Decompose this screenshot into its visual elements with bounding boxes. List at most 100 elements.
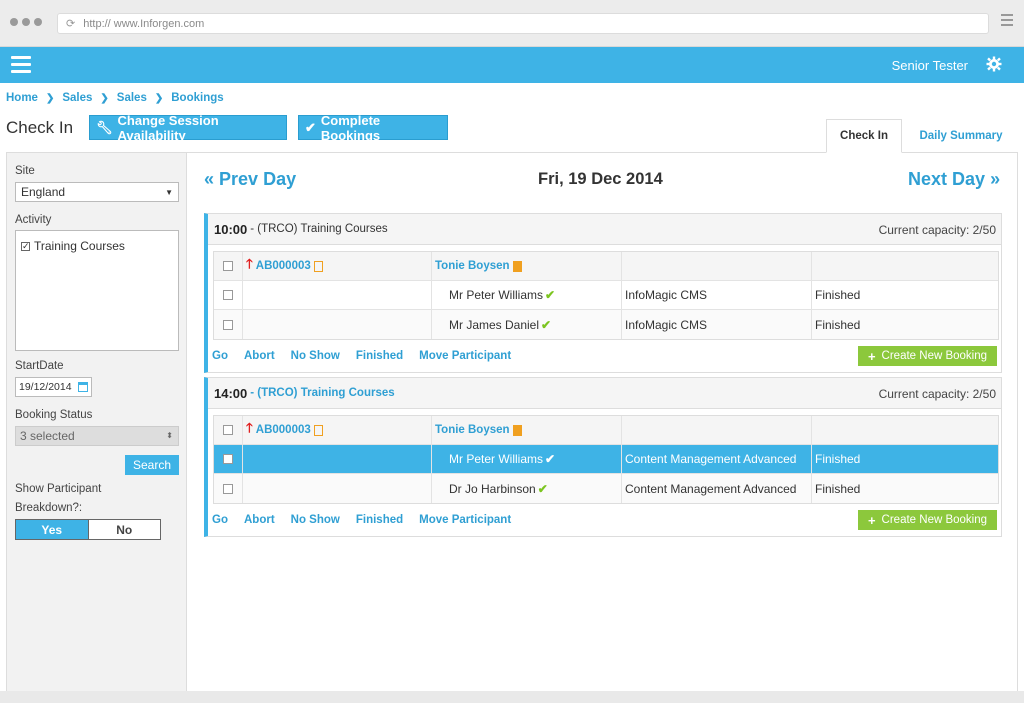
site-select[interactable]: England ▼ xyxy=(15,182,179,202)
table-row[interactable]: Mr James Daniel ✔ InfoMagic CMS Finished xyxy=(214,310,998,339)
move-participant-link[interactable]: Move Participant xyxy=(419,350,512,362)
user-name[interactable]: Senior Tester xyxy=(891,58,968,73)
gear-icon[interactable] xyxy=(986,56,1002,72)
document-outline-icon[interactable] xyxy=(313,260,323,272)
session-capacity: Current capacity: 2/50 xyxy=(878,223,996,237)
breadcrumb-sales[interactable]: Sales xyxy=(62,92,93,104)
course-name: InfoMagic CMS xyxy=(625,288,708,302)
session-description[interactable]: - (TRCO) Training Courses xyxy=(250,387,395,399)
prev-day-link[interactable]: « Prev Day xyxy=(204,169,296,190)
abort-link[interactable]: Abort xyxy=(243,350,275,362)
current-date: Fri, 19 Dec 2014 xyxy=(538,170,663,188)
activity-list[interactable]: ✓ Training Courses xyxy=(15,230,179,351)
complete-bookings-button[interactable]: ✔ Complete Bookings xyxy=(298,112,448,143)
main-frame: Site England ▼ Activity ✓ Training Courses… xyxy=(6,152,1018,692)
calendar-icon[interactable] xyxy=(78,382,88,392)
row-checkbox[interactable] xyxy=(223,261,233,271)
status-text: Finished xyxy=(815,317,861,332)
create-new-booking-label: Create New Booking xyxy=(881,350,988,362)
row-checkbox[interactable] xyxy=(223,454,233,464)
go-link[interactable]: Go xyxy=(212,350,228,362)
booker-link[interactable]: Tonie Boysen xyxy=(435,424,510,436)
create-new-booking-label: Create New Booking xyxy=(881,514,988,526)
session-time: 10:00 xyxy=(214,221,248,237)
move-participant-link[interactable]: Move Participant xyxy=(419,514,512,526)
startdate-label: StartDate xyxy=(15,360,64,372)
filter-sidebar: Site England ▼ Activity ✓ Training Courses… xyxy=(7,153,187,692)
arrow-up-icon: 🡑 xyxy=(246,420,253,435)
no-show-link[interactable]: No Show xyxy=(290,350,340,362)
participant-name: Mr Peter Williams xyxy=(449,288,544,302)
booker-link[interactable]: Tonie Boysen xyxy=(435,260,510,272)
content-area: « Prev Day Fri, 19 Dec 2014 Next Day » 1… xyxy=(188,153,1018,692)
row-checkbox[interactable] xyxy=(223,290,233,300)
tab-daily-summary[interactable]: Daily Summary xyxy=(919,130,1003,142)
hamburger-menu-icon[interactable] xyxy=(11,56,31,74)
finished-link[interactable]: Finished xyxy=(355,350,404,362)
table-row-selected[interactable]: Mr Peter Williams ✔ Content Management Ad… xyxy=(214,445,998,474)
activity-label: Activity xyxy=(15,214,52,226)
row-checkbox[interactable] xyxy=(223,319,233,330)
tab-check-in[interactable]: Check In xyxy=(826,119,902,153)
table-row[interactable]: Dr Jo Harbinson ✔ Content Management Adva… xyxy=(214,474,998,503)
table-row[interactable]: Mr Peter Williams ✔ InfoMagic CMS Finishe… xyxy=(214,281,998,310)
startdate-input[interactable]: 19/12/2014 xyxy=(15,377,92,397)
activity-item[interactable]: ✓ Training Courses xyxy=(21,239,173,253)
document-icon[interactable] xyxy=(512,260,522,272)
breadcrumb-sales-2[interactable]: Sales xyxy=(116,92,147,104)
check-icon: ✔ xyxy=(305,119,316,135)
toggle-yes[interactable]: Yes xyxy=(16,520,88,539)
plus-icon: + xyxy=(867,348,876,364)
session-header: 14:00 - (TRCO) Training Courses Current … xyxy=(208,378,1001,409)
reload-icon[interactable]: ⟳ xyxy=(66,18,76,30)
breadcrumb-bookings[interactable]: Bookings xyxy=(171,92,224,104)
next-day-link[interactable]: Next Day » xyxy=(908,169,1000,190)
window-bottom-edge xyxy=(0,691,1024,703)
row-checkbox[interactable] xyxy=(223,425,233,435)
site-label: Site xyxy=(15,165,35,177)
session-actions: Go Abort No Show Finished Move Participa… xyxy=(208,340,1001,372)
complete-bookings-label: Complete Bookings xyxy=(320,112,381,143)
booking-ref-link[interactable]: AB000003 xyxy=(255,424,311,436)
status-text: Finished xyxy=(815,452,861,466)
change-session-availability-button[interactable]: 🔧︎ Change Session Availability xyxy=(89,113,287,143)
double-chevron-right-icon: » xyxy=(990,169,1001,189)
participant-name: Mr James Daniel xyxy=(449,317,540,332)
status-text: Finished xyxy=(815,481,861,496)
app-header: Senior Tester xyxy=(0,47,1024,83)
check-icon: ✔ xyxy=(541,317,552,332)
row-checkbox[interactable] xyxy=(223,483,233,494)
create-new-booking-button[interactable]: + Create New Booking xyxy=(858,510,997,530)
booking-ref-link[interactable]: AB000003 xyxy=(255,260,311,272)
page-body: Home ❯ Sales ❯ Sales ❯ Bookings Check In 🔧︎… xyxy=(0,83,1024,692)
search-button[interactable]: Search xyxy=(125,455,179,475)
checkbox-checked-icon[interactable]: ✓ xyxy=(21,241,30,252)
toggle-no[interactable]: No xyxy=(87,520,160,539)
startdate-value: 19/12/2014 xyxy=(19,381,72,393)
double-chevron-left-icon: « xyxy=(204,169,215,189)
arrow-up-icon: 🡑 xyxy=(246,256,253,271)
breakdown-label-line2: Breakdown?: xyxy=(15,502,83,514)
breakdown-label-line1: Show Participant xyxy=(15,483,102,495)
browser-menu-icon[interactable] xyxy=(1001,14,1013,29)
window-dot[interactable] xyxy=(34,18,42,26)
abort-link[interactable]: Abort xyxy=(243,514,275,526)
finished-link[interactable]: Finished xyxy=(355,514,404,526)
create-new-booking-button[interactable]: + Create New Booking xyxy=(858,346,997,366)
session-block: 10:00 - (TRCO) Training Courses Current … xyxy=(204,213,1002,373)
window-dot[interactable] xyxy=(10,18,18,26)
window-dot[interactable] xyxy=(22,18,30,26)
plus-icon: + xyxy=(867,512,876,528)
check-icon: ✔ xyxy=(545,288,556,302)
wrench-icon: 🔧︎ xyxy=(96,119,113,135)
document-icon[interactable] xyxy=(512,424,522,436)
address-bar[interactable]: ⟳ http:// www.Inforgen.com xyxy=(57,13,989,34)
go-link[interactable]: Go xyxy=(212,514,228,526)
breadcrumb-home[interactable]: Home xyxy=(6,92,38,104)
session-time: 14:00 xyxy=(214,385,248,401)
no-show-link[interactable]: No Show xyxy=(290,514,340,526)
site-value: England xyxy=(21,185,66,199)
document-outline-icon[interactable] xyxy=(313,424,323,436)
prev-day-label: Prev Day xyxy=(219,169,297,189)
booking-status-select[interactable]: 3 selected ⬍ xyxy=(15,426,179,446)
